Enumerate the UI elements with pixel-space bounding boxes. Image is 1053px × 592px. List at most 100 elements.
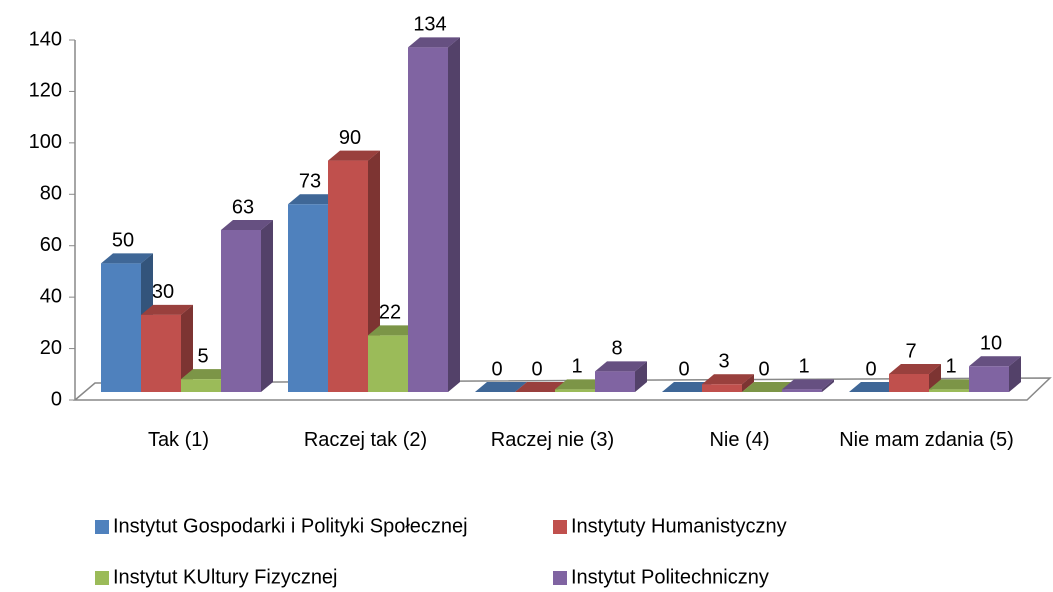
bar-side bbox=[261, 220, 273, 392]
bar-top-shade bbox=[929, 379, 981, 390]
y-tick-label: 20 bbox=[40, 337, 62, 359]
bar bbox=[181, 379, 221, 392]
bar-side-shade bbox=[635, 361, 647, 392]
bar-side bbox=[448, 37, 460, 393]
y-tick-label: 80 bbox=[40, 183, 62, 205]
bar-top bbox=[368, 325, 420, 336]
y-tick-label: 120 bbox=[29, 80, 62, 102]
x-tick-label: Raczej nie (3) bbox=[490, 429, 615, 451]
bar-side-shade bbox=[448, 37, 460, 393]
legend-swatch bbox=[553, 571, 567, 585]
legend-swatch bbox=[95, 571, 109, 585]
bar-side bbox=[635, 361, 647, 392]
bar bbox=[782, 389, 822, 392]
bar-top bbox=[849, 382, 901, 392]
bar-top bbox=[595, 361, 647, 372]
bar-top bbox=[702, 374, 754, 385]
bar bbox=[929, 389, 969, 392]
legend-label: Instytut Gospodarki i Polityki Społeczne… bbox=[113, 515, 468, 537]
bar-top-shade bbox=[515, 382, 567, 392]
bar-top-shade bbox=[702, 374, 754, 385]
bar-top bbox=[782, 379, 834, 390]
value-label: 0 bbox=[678, 358, 689, 380]
bar-top bbox=[475, 382, 527, 392]
bar-side-shade bbox=[929, 364, 941, 392]
x-tick-label: Tak (1) bbox=[147, 429, 210, 451]
bar-side-shade bbox=[181, 304, 193, 392]
bar-top-shade bbox=[408, 37, 460, 48]
bar bbox=[288, 204, 328, 392]
bar-top-shade bbox=[969, 356, 1021, 367]
bar-top bbox=[181, 369, 233, 380]
bar-side bbox=[181, 304, 193, 392]
value-label: 0 bbox=[865, 358, 876, 380]
bar-top bbox=[515, 382, 567, 392]
bar-top bbox=[742, 382, 794, 392]
y-tick-label: 0 bbox=[51, 388, 62, 410]
bar-top bbox=[889, 364, 941, 374]
bar bbox=[595, 371, 635, 392]
y-tick-label: 100 bbox=[29, 131, 62, 153]
x-tick-label: Raczej tak (2) bbox=[303, 429, 428, 451]
bar-side bbox=[742, 374, 754, 392]
y-tick-label: 40 bbox=[40, 285, 62, 307]
legend-label: Instytut Politechniczny bbox=[571, 566, 769, 588]
value-label: 50 bbox=[112, 230, 134, 252]
bar bbox=[221, 230, 261, 392]
bar bbox=[328, 160, 368, 392]
bar-top-shade bbox=[288, 194, 340, 205]
bar-top-shade bbox=[475, 382, 527, 392]
bar-top-shade bbox=[368, 325, 420, 336]
bar-top-shade bbox=[595, 361, 647, 372]
bar bbox=[368, 335, 408, 392]
x-tick-label: Nie mam zdania (5) bbox=[839, 429, 1014, 451]
bar-top-shade bbox=[849, 382, 901, 392]
bar-side-shade bbox=[1009, 356, 1021, 392]
bar bbox=[889, 374, 929, 392]
value-label: 90 bbox=[339, 127, 361, 149]
value-label: 10 bbox=[980, 333, 1002, 355]
x-tick-label: Nie (4) bbox=[709, 429, 770, 451]
y-tick-label: 60 bbox=[40, 234, 62, 256]
bar-side-shade bbox=[822, 379, 834, 392]
bar-top bbox=[555, 379, 607, 390]
bar-top-shade bbox=[181, 369, 233, 380]
value-label: 8 bbox=[611, 338, 622, 360]
bar-top bbox=[408, 37, 460, 48]
bar-top-shade bbox=[328, 150, 380, 161]
value-label: 7 bbox=[905, 340, 916, 362]
bar-top-shade bbox=[221, 220, 273, 230]
bar-top-shade bbox=[889, 364, 941, 374]
bar-top-shade bbox=[141, 304, 193, 315]
bar-top-shade bbox=[101, 253, 153, 264]
value-label: 73 bbox=[299, 171, 321, 193]
bar bbox=[702, 384, 742, 392]
value-label: 1 bbox=[945, 356, 956, 378]
bar-top bbox=[662, 382, 714, 392]
bar-top bbox=[288, 194, 340, 205]
value-label: 30 bbox=[152, 281, 174, 303]
bar bbox=[141, 314, 181, 392]
bar-top bbox=[929, 379, 981, 390]
bar bbox=[408, 47, 448, 393]
legend-label: Instytuty Humanistyczny bbox=[571, 515, 787, 537]
y-tick-label: 140 bbox=[29, 28, 62, 50]
value-label: 0 bbox=[758, 358, 769, 380]
legend-swatch bbox=[95, 520, 109, 534]
bar-top bbox=[141, 304, 193, 315]
value-label: 1 bbox=[571, 356, 582, 378]
value-label: 3 bbox=[718, 351, 729, 373]
value-label: 22 bbox=[379, 302, 401, 324]
bar-top-shade bbox=[782, 379, 834, 390]
value-label: 134 bbox=[413, 14, 446, 36]
bar-side bbox=[822, 379, 834, 392]
bar-side bbox=[1009, 356, 1021, 392]
bar bbox=[555, 389, 595, 392]
bar-side-shade bbox=[261, 220, 273, 392]
bar bbox=[969, 366, 1009, 392]
bar-top-shade bbox=[555, 379, 607, 390]
bar-top-shade bbox=[662, 382, 714, 392]
bar-top bbox=[328, 150, 380, 161]
